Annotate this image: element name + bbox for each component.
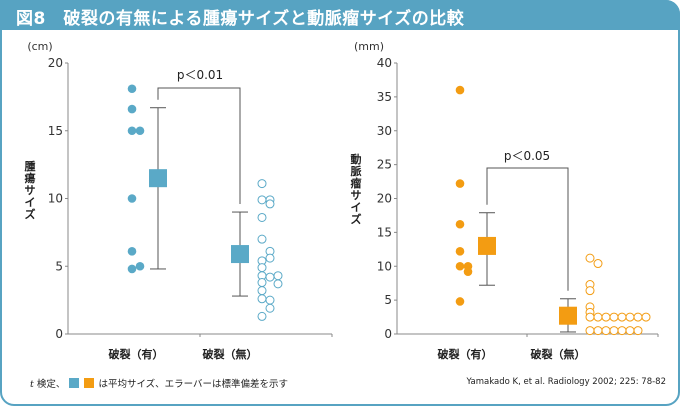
footnote: t 検定、 は平均サイズ、エラーバーは標準偏差を示す (30, 376, 288, 390)
data-point-hollow (273, 271, 283, 281)
mean-marker (149, 169, 167, 188)
p-value-label: p＜0.01 (177, 68, 223, 82)
y-tick-label: 40 (377, 56, 392, 70)
data-point-hollow (585, 312, 595, 322)
citation: Yamakado K, et al. Radiology 2002; 225: … (466, 377, 666, 387)
data-point (463, 267, 473, 276)
y-tick-label: 5 (55, 259, 63, 273)
data-point-hollow (593, 312, 603, 322)
data-point-hollow (593, 326, 603, 336)
footnote-text-2: は平均サイズ、エラーバーは標準偏差を示す (95, 379, 289, 390)
legend-swatch-orange (84, 378, 95, 388)
data-point-hollow (265, 199, 275, 209)
mean-marker (231, 245, 249, 264)
data-point (127, 104, 137, 114)
y-tick-label: 0 (55, 327, 63, 341)
data-point (127, 247, 137, 256)
data-point-hollow (585, 286, 595, 296)
footnote-text-1: 検定、 (33, 379, 66, 390)
data-point-hollow (641, 312, 651, 322)
data-point (455, 179, 465, 188)
category-label: 破裂（無） (203, 347, 258, 361)
data-point-hollow (257, 294, 267, 304)
significance-bracket (486, 167, 569, 291)
data-point-hollow (265, 253, 275, 263)
y-axis-label: 腫瘍サイズ (25, 159, 36, 221)
title-bar: 図8 破裂の有無による腫瘍サイズと動脈瘤サイズの比較 (0, 0, 680, 30)
data-point (135, 261, 145, 271)
data-point (127, 194, 137, 203)
p-value-label: p＜0.05 (504, 149, 550, 163)
data-point-hollow (257, 263, 267, 273)
data-point-hollow (617, 326, 627, 336)
data-point-hollow (633, 312, 643, 322)
data-point-hollow (601, 312, 611, 322)
data-point-hollow (265, 303, 275, 313)
category-label: 破裂（有） (438, 347, 493, 361)
data-point-hollow (257, 278, 267, 288)
data-point (455, 247, 465, 256)
data-point-hollow (625, 312, 635, 322)
data-point-hollow (257, 195, 267, 205)
legend-swatch-blue (69, 378, 80, 388)
category-label: 破裂（無） (531, 347, 586, 361)
y-tick-label: 15 (377, 225, 392, 239)
y-tick-label: 15 (48, 124, 63, 138)
data-point-hollow (273, 279, 283, 289)
data-point (135, 126, 145, 136)
y-tick-label: 25 (377, 158, 392, 172)
data-point-hollow (257, 286, 267, 296)
mean-marker (478, 236, 496, 255)
data-point-hollow (617, 312, 627, 322)
data-point-hollow (609, 326, 619, 336)
y-tick-label: 20 (377, 192, 392, 206)
y-tick-label: 30 (377, 124, 392, 138)
footnote-t: t (30, 379, 34, 390)
data-point (455, 85, 465, 95)
data-point-hollow (257, 179, 267, 189)
data-point-hollow (593, 259, 603, 269)
mean-marker (559, 306, 577, 325)
category-label: 破裂（有） (109, 347, 164, 361)
data-point (455, 219, 465, 229)
data-point-hollow (625, 326, 635, 336)
y-tick-label: 5 (384, 293, 392, 307)
y-tick-label: 20 (48, 56, 63, 70)
y-unit-label: (cm) (27, 40, 52, 53)
data-point-hollow (257, 212, 267, 222)
figure-title: 図8 破裂の有無による腫瘍サイズと動脈瘤サイズの比較 (16, 9, 465, 29)
data-point-hollow (257, 234, 267, 244)
data-point (127, 264, 137, 274)
data-point-hollow (265, 272, 275, 282)
data-point-hollow (609, 312, 619, 322)
y-tick-label: 10 (377, 259, 392, 273)
data-point (127, 84, 137, 94)
data-point-hollow (601, 326, 611, 336)
significance-bracket (157, 87, 241, 205)
data-point (455, 261, 465, 271)
data-point (455, 297, 465, 306)
y-tick-label: 0 (384, 327, 392, 341)
data-point (127, 126, 137, 136)
data-point-hollow (265, 295, 275, 305)
y-axis-label: 動脈瘤サイズ (351, 152, 362, 226)
data-point-hollow (585, 253, 595, 263)
data-point-hollow (633, 326, 643, 336)
y-tick-label: 35 (377, 90, 392, 104)
y-tick-label: 10 (48, 192, 63, 206)
data-point-hollow (257, 311, 267, 321)
data-point-hollow (585, 326, 595, 336)
y-unit-label: (mm) (354, 40, 384, 53)
